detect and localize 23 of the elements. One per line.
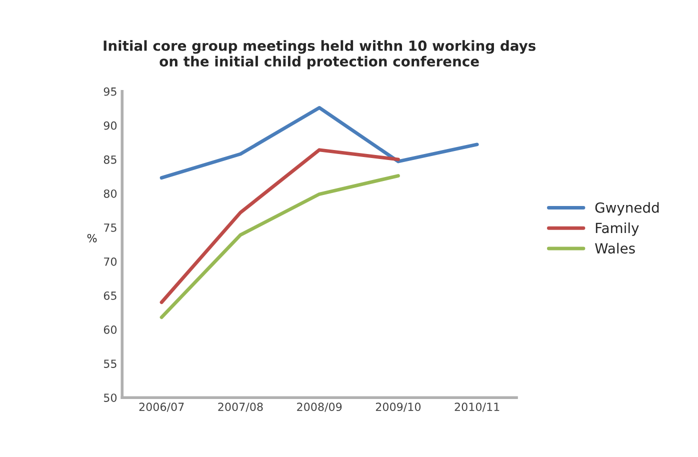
y-tick-label: 80 xyxy=(104,189,117,198)
y-tick-label: 75 xyxy=(104,224,116,232)
y-tick-label: 70 xyxy=(104,257,117,266)
chart-title: Initial core group meetings held withn 10 working days on the initial child protection conference xyxy=(104,40,536,70)
x-tick-label: 2010/11 xyxy=(454,402,500,412)
legend-label: Gwynedd xyxy=(595,202,659,216)
y-axis-title: % xyxy=(87,234,97,242)
y-tick-label: 85 xyxy=(104,155,116,164)
x-tick-label: 2008/09 xyxy=(297,402,342,412)
legend-label: Family xyxy=(596,222,639,236)
line-series xyxy=(160,106,479,180)
y-tick-label: 55 xyxy=(104,360,116,368)
y-tick-label: 60 xyxy=(104,326,117,334)
y-tick-label: 95 xyxy=(104,87,116,96)
legend-label: Wales xyxy=(595,242,635,254)
y-tick-label: 90 xyxy=(104,121,117,130)
x-tick-label: 2006/07 xyxy=(139,402,184,412)
x-tick-label: 2007/08 xyxy=(218,402,263,412)
line-series xyxy=(160,148,400,304)
line-series xyxy=(160,174,400,320)
x-tick-label: 2009/10 xyxy=(376,402,421,412)
y-tick-label: 50 xyxy=(104,394,117,402)
y-tick-label: 65 xyxy=(104,292,116,300)
